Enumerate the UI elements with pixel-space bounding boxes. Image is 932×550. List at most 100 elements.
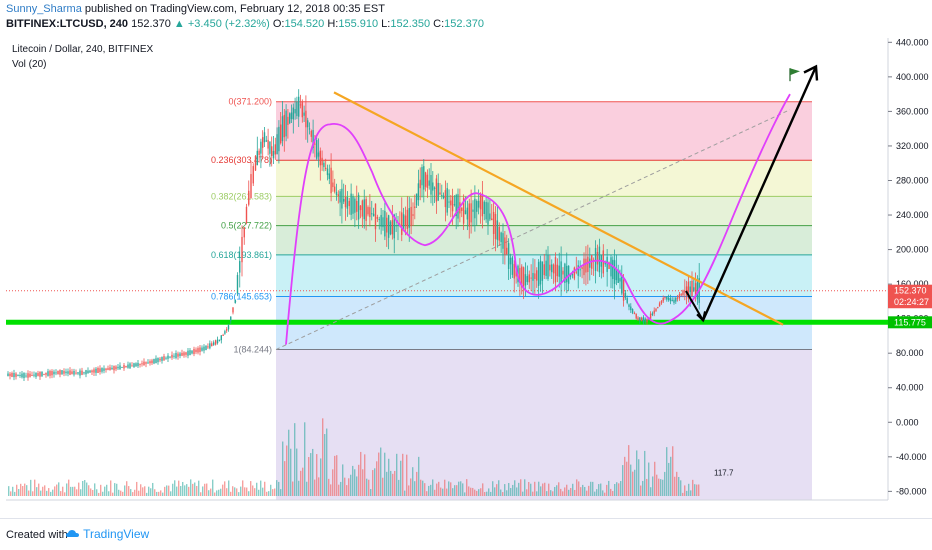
volume-bar (350, 474, 352, 496)
open-label: O: (272, 18, 285, 30)
candle-body (133, 363, 135, 368)
candle-body (323, 162, 325, 168)
candle-body (519, 267, 521, 284)
volume-bar (178, 480, 180, 496)
volume-bar (100, 484, 102, 496)
volume-bar (476, 490, 478, 496)
volume-bar (128, 486, 130, 496)
candle-body (263, 132, 266, 143)
volume-bar (72, 486, 74, 496)
price-chart[interactable]: 0(371.200) 0.236(303.478) 0.382(261.583) 0.… (0, 34, 932, 504)
candle-body (199, 347, 201, 352)
candle-body (532, 272, 534, 281)
volume-bar (162, 492, 164, 496)
candle-body (289, 113, 291, 124)
candle-body (143, 361, 145, 366)
author-link[interactable]: Sunny_Sharma (6, 3, 82, 15)
volume-bar (556, 485, 558, 496)
candle-body (213, 342, 215, 345)
volume-bar (604, 492, 606, 496)
candle-body (269, 141, 271, 154)
candle-body (45, 372, 47, 375)
tradingview-logo[interactable]: TradingView (66, 527, 149, 541)
fib-level-label: 0.786(145.653) (211, 292, 272, 302)
volume-bar (18, 489, 20, 496)
volume-bar (114, 483, 116, 496)
y-tick-label: 440.000 (896, 37, 929, 47)
volume-bar (42, 486, 44, 496)
volume-bar (376, 461, 378, 496)
volume-bar (8, 486, 10, 496)
candle-body (421, 167, 423, 186)
volume-bar (190, 479, 192, 496)
chart-area[interactable]: 0(371.200) 0.236(303.478) 0.382(261.583) 0.… (0, 34, 932, 504)
candle-body (498, 226, 500, 241)
volume-bar (500, 489, 502, 496)
volume-bar (572, 483, 574, 496)
volume-bar (636, 450, 638, 496)
volume-bar (224, 481, 226, 496)
candle-body (294, 109, 296, 114)
candle-body (552, 264, 555, 274)
candle-body (61, 370, 63, 375)
candle-body (193, 348, 195, 354)
candle-body (77, 372, 79, 374)
candle-body (536, 270, 538, 281)
candle-body (589, 258, 591, 268)
volume-bar (198, 480, 200, 496)
candle-body (312, 130, 314, 149)
volume-bar (314, 479, 316, 496)
price-label-text: 115.775 (894, 317, 926, 327)
volume-bar (236, 488, 238, 496)
candle-body (310, 130, 312, 137)
candle-body (69, 370, 71, 375)
candle-body (417, 183, 420, 201)
volume-bar (402, 453, 404, 496)
volume-bar (696, 484, 698, 496)
candle-body (472, 209, 474, 212)
volume-bar (644, 450, 646, 496)
volume-bar (382, 477, 384, 496)
volume-bar (698, 484, 700, 496)
candle-body (205, 345, 207, 351)
candle-body (432, 182, 434, 191)
candle-body (321, 157, 323, 166)
volume-bar (280, 489, 282, 496)
candle-body (161, 357, 163, 361)
candle-body (653, 310, 655, 314)
candle-body (317, 152, 320, 157)
candle-body (675, 297, 677, 302)
volume-bar (142, 487, 144, 496)
volume-bar (378, 452, 380, 496)
volume-bar (344, 477, 346, 496)
candle-body (105, 368, 107, 370)
candle-body (637, 317, 639, 320)
candle-body (678, 294, 681, 299)
volume-bar (414, 481, 416, 496)
candle-body (494, 213, 497, 240)
volume-bar (326, 428, 328, 496)
volume-bar (20, 483, 22, 496)
candle-body (95, 368, 97, 373)
volume-bar (244, 487, 246, 496)
volume-bar (666, 447, 668, 496)
volume-bar (442, 488, 444, 496)
candle-body (457, 194, 459, 219)
candle-body (639, 317, 641, 321)
volume-bar (676, 471, 678, 496)
candle-body (426, 174, 429, 188)
volume-bar (300, 470, 302, 496)
candle-body (216, 339, 219, 344)
volume-bar (298, 480, 300, 496)
candle-body (55, 372, 57, 374)
volume-bar (202, 486, 204, 496)
volume-bar (516, 487, 518, 496)
candle-body (566, 265, 568, 283)
volume-bar (412, 467, 414, 496)
candle-body (496, 220, 499, 240)
candle-body (33, 374, 35, 376)
candle-body (287, 116, 289, 125)
candle-body (131, 365, 133, 367)
volume-bar (276, 480, 278, 496)
volume-bar (624, 456, 626, 496)
